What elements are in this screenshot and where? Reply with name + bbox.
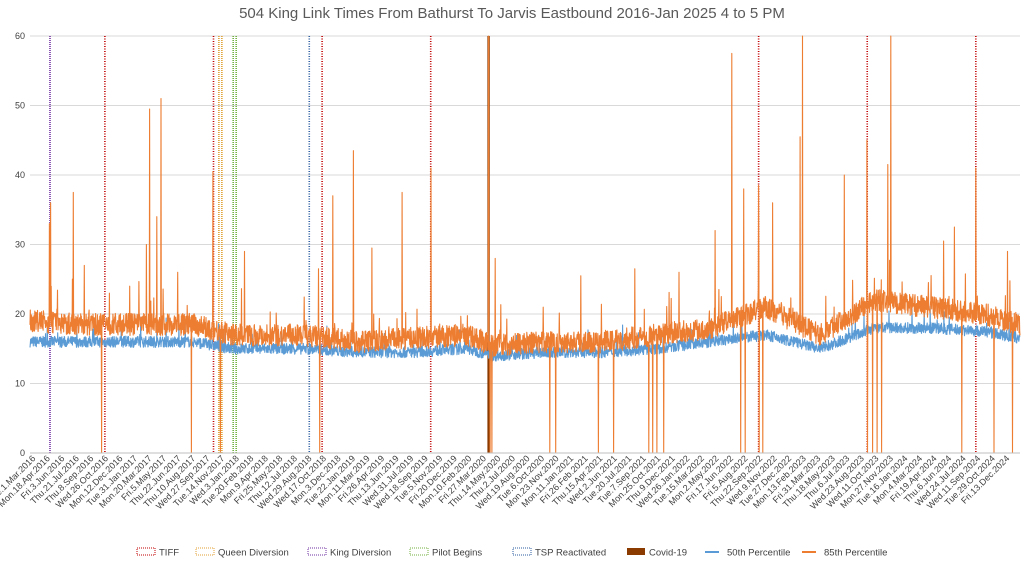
y-tick-label: 60	[15, 31, 25, 41]
y-tick-label: 20	[15, 309, 25, 319]
legend-label: 85th Percentile	[824, 548, 887, 559]
legend-swatch	[512, 547, 532, 556]
legend-label: King Diversion	[330, 548, 391, 559]
series-lines	[29, 35, 1021, 454]
chart-title: 504 King Link Times From Bathurst To Jar…	[239, 5, 785, 22]
legend-swatch	[307, 547, 327, 556]
y-tick-label: 50	[15, 101, 25, 111]
legend-label: TSP Reactivated	[535, 548, 606, 559]
legend-swatch	[136, 547, 156, 556]
x-axis: Tue.1.Mar.2016Mon.18.Apr.2016Fri.3.Jun.2…	[0, 453, 1011, 511]
legend-label: TIFF	[159, 548, 179, 559]
legend-label: 50th Percentile	[727, 548, 790, 559]
y-axis: 0 10 20 30 40 50 60	[15, 31, 25, 458]
legend-swatch	[409, 547, 429, 556]
y-tick-label: 10	[15, 379, 25, 389]
grid-lines	[30, 35, 1020, 384]
y-tick-label: 0	[20, 448, 25, 458]
legend-label: Queen Diversion	[218, 548, 289, 559]
y-tick-label: 40	[15, 170, 25, 180]
legend-label: Pilot Begins	[432, 548, 482, 559]
legend-label: Covid-19	[649, 548, 687, 559]
y-tick-label: 30	[15, 240, 25, 250]
series-line-85th-percentile	[29, 35, 1021, 454]
legend-swatch	[195, 547, 215, 556]
legend: TIFF Queen Diversion King Diversion Pilot B…	[136, 547, 887, 559]
legend-swatch	[627, 548, 645, 555]
